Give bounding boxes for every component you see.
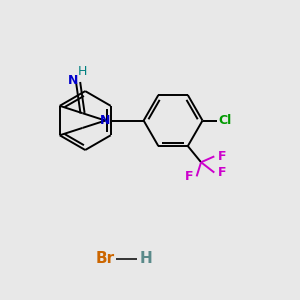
- Text: F: F: [218, 166, 226, 179]
- Text: F: F: [218, 150, 226, 163]
- Text: N: N: [68, 74, 78, 87]
- Text: Cl: Cl: [219, 114, 232, 127]
- Text: N: N: [100, 114, 110, 127]
- Text: F: F: [184, 170, 193, 183]
- Text: H: H: [78, 64, 87, 78]
- Text: H: H: [140, 251, 152, 266]
- Text: Br: Br: [95, 251, 115, 266]
